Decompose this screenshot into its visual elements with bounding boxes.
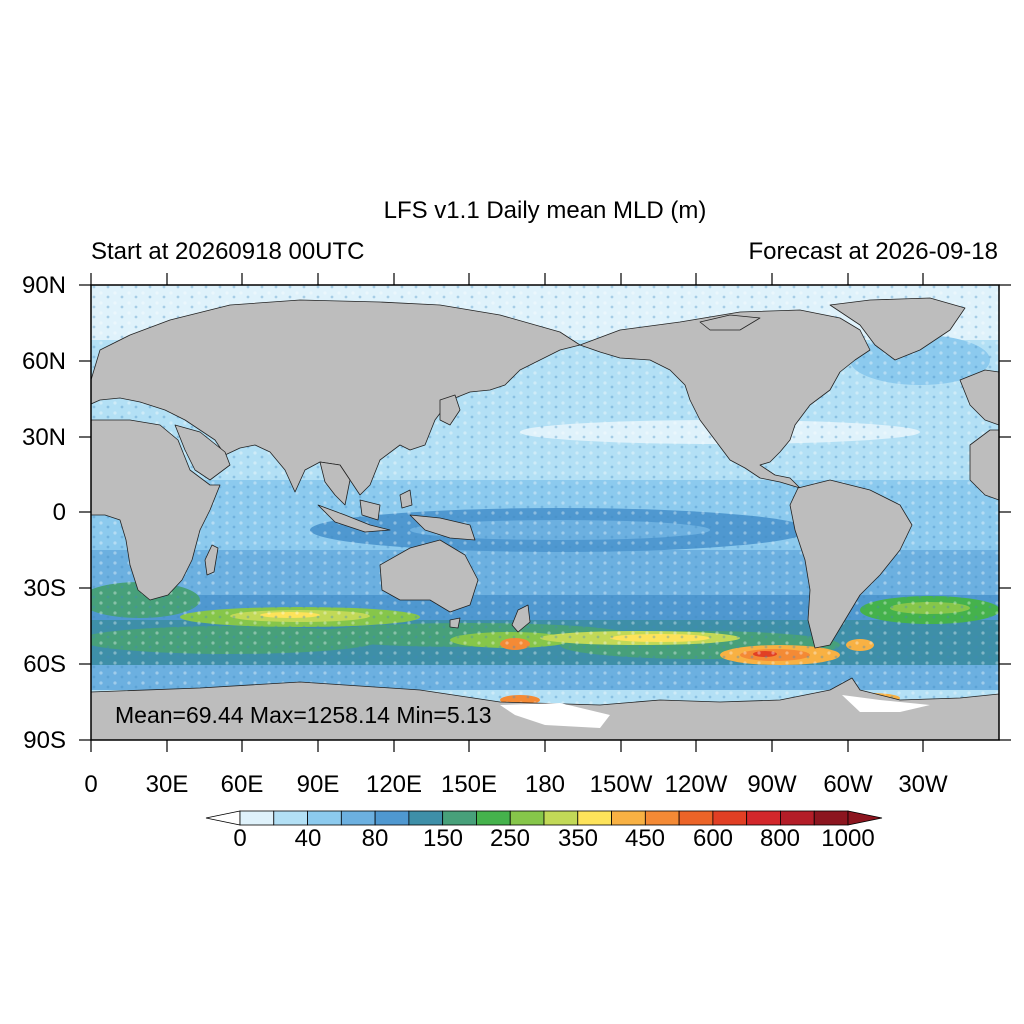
colorbar-swatch (239, 810, 275, 826)
colorbar-swatch (273, 810, 308, 826)
lon-tick-label: 120E (365, 771, 423, 798)
colorbar-swatch (644, 810, 680, 826)
colorbar-swatch (509, 810, 545, 826)
colorbar-label: 250 (489, 825, 531, 852)
lon-tick-label: 180 (524, 771, 566, 798)
axis-ticks (79, 273, 1011, 752)
map-plot-area (91, 285, 999, 740)
colorbar-swatch (442, 810, 477, 826)
colorbar-label: 600 (692, 825, 734, 852)
colorbar-label: 450 (624, 825, 666, 852)
colorbar-label: 40 (294, 825, 322, 852)
lat-tick-label: 0 (52, 499, 66, 526)
start-time-label: Start at 20260918 00UTC (91, 238, 365, 265)
lat-tick-label: 60S (23, 651, 66, 678)
colorbar-label: 80 (361, 825, 389, 852)
colorbar-over-arrow (847, 810, 883, 826)
colorbar-swatch (340, 810, 376, 826)
lat-tick-label: 90N (21, 272, 66, 299)
colorbar-label: 150 (422, 825, 464, 852)
lon-tick-label: 60W (823, 771, 873, 798)
ice-shelf (842, 695, 930, 712)
colorbar-label: 350 (557, 825, 599, 852)
lon-tick-label: 0 (84, 771, 98, 798)
lon-tick-label: 150W (589, 771, 653, 798)
colorbar-under-arrow (205, 810, 241, 826)
lon-tick-label: 150E (440, 771, 498, 798)
colorbar-label: 0 (233, 825, 247, 852)
colorbar-swatch (813, 810, 849, 826)
colorbar-swatch (543, 810, 579, 826)
colorbar-swatch (678, 810, 714, 826)
colorbar-swatch (476, 810, 511, 826)
colorbar-label: 800 (759, 825, 801, 852)
lon-tick-label: 30W (898, 771, 948, 798)
colorbar-swatch (712, 810, 748, 826)
colorbar-swatch (408, 810, 444, 826)
map-title: LFS v1.1 Daily mean MLD (m) (383, 197, 707, 224)
lon-tick-label: 60E (220, 771, 264, 798)
colorbar (205, 810, 883, 826)
colorbar-swatch (611, 810, 646, 826)
stats-annotation: Mean=69.44 Max=1258.14 Min=5.13 (115, 702, 492, 728)
colorbar-swatch (577, 810, 612, 826)
lon-tick-label: 120W (664, 771, 728, 798)
ice-shelf (500, 703, 610, 728)
colorbar-swatch (746, 810, 781, 826)
colorbar-swatch (307, 810, 342, 826)
colorbar-swatch (374, 810, 410, 826)
colorbar-swatch (780, 810, 815, 826)
lon-tick-label: 90E (296, 771, 340, 798)
lat-tick-label: 30S (23, 575, 66, 602)
lat-tick-label: 90S (23, 727, 66, 754)
forecast-time-label: Forecast at 2026-09-18 (748, 238, 998, 265)
colorbar-label: 1000 (821, 825, 875, 852)
lat-tick-label: 60N (21, 348, 66, 375)
lon-tick-label: 30E (145, 771, 189, 798)
lon-tick-label: 90W (747, 771, 797, 798)
lat-tick-label: 30N (21, 424, 66, 451)
